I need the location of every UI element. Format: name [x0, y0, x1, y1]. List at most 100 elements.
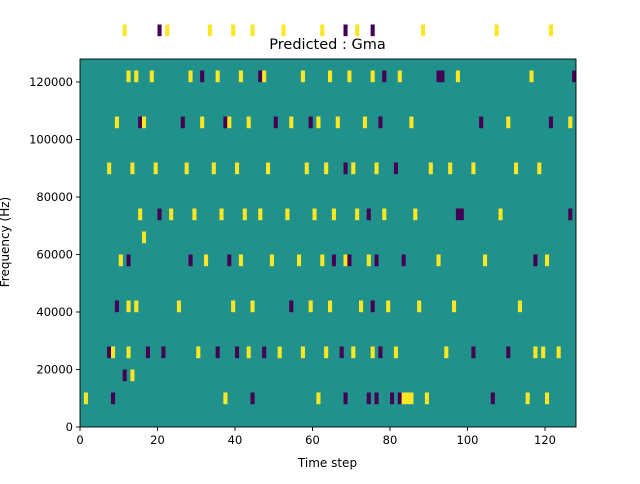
heatmap-cell: [134, 70, 139, 83]
heatmap-cell: [490, 392, 495, 405]
heatmap-cell: [258, 70, 263, 83]
heatmap-cell: [331, 208, 336, 221]
heatmap-cell: [130, 369, 135, 382]
heatmap-cell: [142, 231, 147, 244]
heatmap-cell: [537, 162, 542, 175]
heatmap-cell: [421, 24, 426, 37]
heatmap-cell: [498, 208, 503, 221]
heatmap-cell: [386, 300, 391, 313]
heatmap-cell: [343, 24, 348, 37]
heatmap-cell: [200, 70, 205, 83]
heatmap-cell: [436, 254, 441, 267]
heatmap-cell: [351, 162, 356, 175]
heatmap-cell: [355, 24, 360, 37]
heatmap-cell: [169, 208, 174, 221]
heatmap-cell: [548, 116, 553, 129]
y-tick-label: 0: [66, 420, 73, 434]
heatmap-cell: [312, 208, 317, 221]
heatmap-cell: [231, 300, 236, 313]
heatmap-cell: [250, 24, 255, 37]
heatmap-cell: [200, 116, 205, 129]
heatmap-cell: [471, 346, 476, 359]
heatmap-cell: [351, 346, 356, 359]
heatmap-cell: [126, 70, 131, 83]
heatmap-cell: [262, 346, 267, 359]
heatmap-cell: [126, 346, 131, 359]
heatmap-cell: [424, 392, 429, 405]
heatmap-cell: [320, 254, 325, 267]
heatmap-cell: [161, 346, 166, 359]
heatmap-cell: [370, 24, 375, 37]
y-tick-label: 120000: [29, 75, 73, 89]
heatmap-cell: [83, 392, 88, 405]
heatmap-cell: [145, 346, 150, 359]
heatmap-cell: [297, 254, 302, 267]
heatmap-cell: [413, 208, 418, 221]
heatmap-cell: [258, 208, 263, 221]
heatmap-cell: [359, 300, 364, 313]
heatmap-cell: [238, 254, 243, 267]
heatmap-cell: [324, 162, 329, 175]
heatmap-cell: [308, 116, 313, 129]
x-tick-label: 40: [228, 433, 243, 447]
heatmap-cell: [382, 70, 387, 83]
heatmap-cell: [142, 116, 147, 129]
heatmap-cell: [184, 162, 189, 175]
heatmap-cell: [138, 208, 143, 221]
heatmap-cell: [533, 346, 538, 359]
y-axis-label: Frequency (Hz): [0, 197, 12, 288]
heatmap-cell: [529, 70, 534, 83]
heatmap-cell: [316, 116, 321, 129]
heatmap-cell: [572, 70, 577, 83]
heatmap-cell: [347, 70, 352, 83]
x-axis-label: Time step: [297, 456, 357, 470]
heatmap-cell: [235, 162, 240, 175]
heatmap-cell: [107, 162, 112, 175]
heatmap-cell: [157, 208, 162, 221]
heatmap-cell: [149, 70, 154, 83]
heatmap-cell: [111, 392, 116, 405]
heatmap-cell: [378, 346, 383, 359]
heatmap-cell: [308, 300, 313, 313]
heatmap-cell: [266, 162, 271, 175]
x-tick-label: 100: [457, 433, 479, 447]
heatmap-cell: [231, 24, 236, 37]
heatmap-cell: [417, 300, 422, 313]
heatmap-cell: [533, 254, 538, 267]
heatmap-cell: [517, 300, 522, 313]
heatmap-cell: [545, 392, 550, 405]
heatmap-cell: [440, 70, 445, 83]
heatmap-cell: [455, 70, 460, 83]
heatmap-cell: [107, 346, 112, 359]
heatmap-cell: [343, 162, 348, 175]
heatmap-cell: [382, 208, 387, 221]
heatmap-cell: [126, 254, 131, 267]
heatmap-cell: [188, 70, 193, 83]
y-axis: 0 20000 40000 60000 80000 100000 120000: [29, 75, 80, 434]
x-tick-label: 60: [305, 433, 320, 447]
heatmap-cell: [126, 300, 131, 313]
heatmap-cell: [211, 162, 216, 175]
heatmap-cell: [180, 116, 185, 129]
heatmap-cell: [176, 300, 181, 313]
heatmap-cell: [374, 254, 379, 267]
heatmap-cell: [452, 300, 457, 313]
heatmap-cell: [568, 116, 573, 129]
heatmap-cell: [285, 208, 290, 221]
heatmap-cell: [568, 208, 573, 221]
plot-frame: [79, 58, 577, 428]
heatmap-cell: [448, 162, 453, 175]
heatmap-cell: [548, 24, 553, 37]
y-tick-label: 60000: [36, 248, 73, 262]
heatmap-cell: [401, 392, 406, 405]
heatmap-cell: [242, 208, 247, 221]
heatmap-cell: [366, 254, 371, 267]
heatmap-cell: [122, 24, 127, 37]
heatmap-cell: [374, 162, 379, 175]
heatmap-cell: [324, 346, 329, 359]
heatmap-cell: [269, 254, 274, 267]
heatmap-cell: [262, 70, 267, 83]
heatmap-cell: [343, 392, 348, 405]
